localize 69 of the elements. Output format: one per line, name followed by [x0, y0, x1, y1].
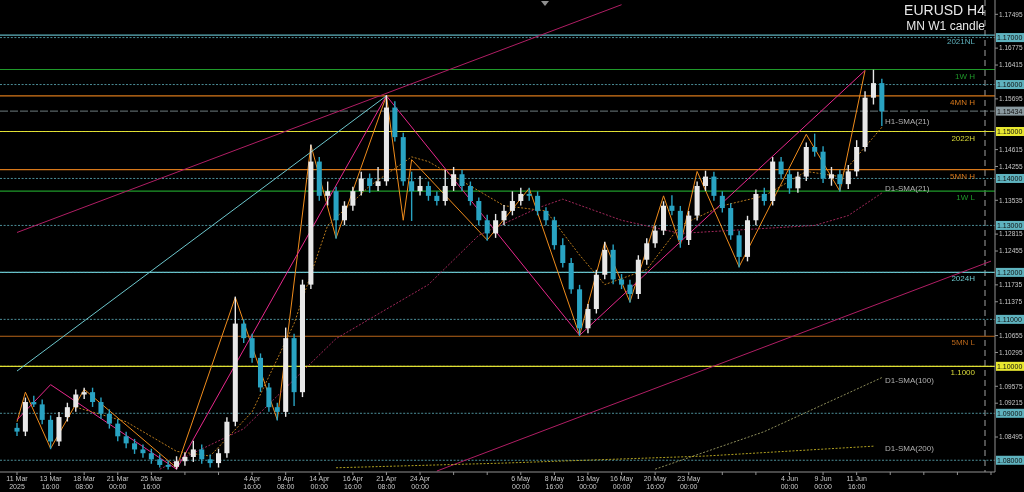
annotation: H1-SMA(21) [885, 117, 930, 126]
annotation: D1-SMA(200) [885, 444, 935, 453]
candlestick [719, 191, 725, 213]
annotation: D1-SMA(21) [885, 184, 930, 193]
candlestick [501, 205, 507, 226]
annotation: D1-SMA(100) [885, 376, 935, 385]
candlestick [165, 460, 171, 470]
chart-title: EURUSD H4 [904, 2, 986, 18]
candlestick [266, 383, 272, 412]
ref-line-label: 5MN H [950, 171, 976, 181]
candlestick [484, 214, 490, 241]
candlestick [476, 197, 482, 226]
candlestick [493, 213, 499, 238]
candlestick [451, 166, 457, 191]
candlestick [350, 186, 356, 211]
candlestick [39, 399, 45, 425]
candlestick [644, 238, 650, 265]
candlestick [434, 191, 440, 206]
candlestick [190, 440, 196, 462]
ref-line-label: 2021NL [946, 37, 976, 47]
candlestick [509, 191, 515, 216]
candlestick [14, 422, 20, 437]
ref-line-label: 4MN H [950, 97, 976, 107]
candlestick [358, 171, 364, 196]
candlestick [459, 169, 465, 191]
candlestick [341, 201, 347, 226]
candlestick [870, 69, 876, 105]
candlestick [207, 454, 213, 468]
candlestick [812, 133, 818, 157]
candlestick [409, 171, 415, 221]
candlestick [711, 171, 717, 201]
candlestick [535, 191, 541, 216]
ref-line-label: 1.1000 [950, 368, 976, 378]
candlestick [442, 169, 448, 206]
candlestick [249, 333, 255, 363]
candlestick [669, 195, 675, 216]
candlestick [375, 166, 381, 191]
candlestick [778, 157, 784, 180]
candlestick [845, 165, 851, 190]
line-series [159, 192, 883, 470]
candlestick [81, 387, 87, 399]
candlestick [837, 169, 843, 192]
candlestick [241, 319, 247, 344]
candlestick [325, 181, 331, 206]
candlestick [795, 171, 801, 193]
candlestick [140, 444, 146, 458]
ref-line-label: 2022H [951, 133, 976, 143]
candlestick [652, 225, 658, 248]
candlestick [585, 304, 591, 334]
line-series [75, 126, 883, 457]
candlestick [48, 415, 54, 450]
candlestick [182, 452, 188, 466]
candlestick [786, 169, 792, 194]
candlestick [417, 175, 423, 196]
ref-line-label: 1W L [956, 193, 976, 203]
candlestick [736, 230, 742, 268]
candlestick [467, 181, 473, 206]
ref-line-label: 1W H [955, 71, 976, 81]
candlestick [98, 397, 104, 419]
line-series [335, 445, 874, 469]
ref-line-label: 2024H [951, 274, 976, 284]
ref-line-label: 5MN L [951, 338, 976, 348]
candlestick [560, 238, 566, 268]
candlestick [73, 389, 79, 412]
text: MN W1 candle [906, 19, 986, 33]
candlestick [526, 187, 532, 201]
candlestick [115, 419, 121, 442]
candlestick [703, 170, 709, 191]
candlestick [627, 279, 633, 303]
